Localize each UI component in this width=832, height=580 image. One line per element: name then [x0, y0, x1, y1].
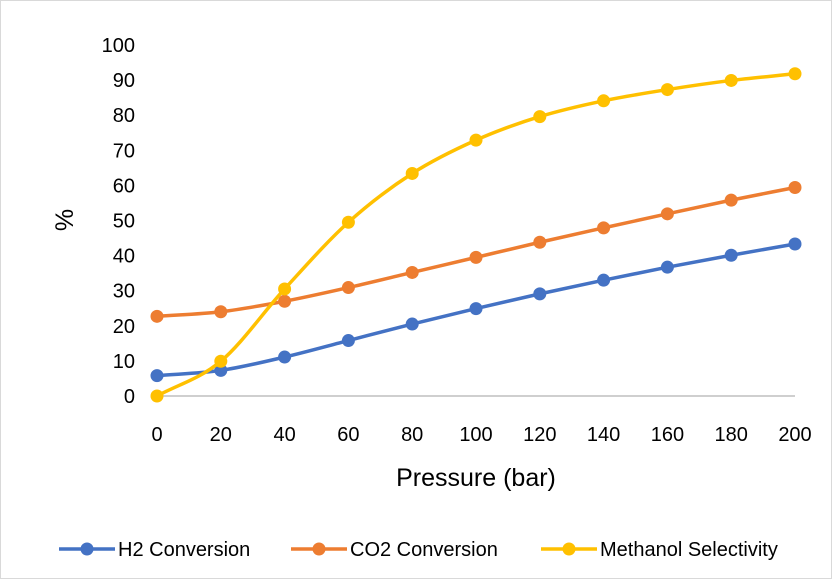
data-point-h2-conversion [341, 334, 355, 348]
legend-marker-methanol-selectivity [562, 542, 576, 556]
y-tick-label: 80 [113, 105, 135, 127]
data-point-h2-conversion [469, 302, 483, 316]
data-point-co2-conversion [724, 193, 738, 207]
x-tick-label: 200 [778, 424, 811, 446]
y-tick-label: 70 [113, 140, 135, 162]
data-point-co2-conversion [150, 309, 164, 323]
data-point-co2-conversion [788, 181, 802, 195]
series-co2-conversion [150, 181, 802, 323]
y-axis-title: % [51, 209, 79, 231]
data-point-h2-conversion [724, 248, 738, 262]
y-tick-label: 60 [113, 175, 135, 197]
data-point-h2-conversion [150, 369, 164, 383]
data-point-h2-conversion [660, 260, 674, 274]
y-tick-label: 50 [113, 211, 135, 233]
x-axis-title: Pressure (bar) [396, 464, 556, 492]
data-point-methanol-selectivity [660, 83, 674, 97]
data-point-co2-conversion [660, 207, 674, 221]
data-point-methanol-selectivity [405, 166, 419, 180]
x-tick-label: 100 [459, 424, 492, 446]
data-point-h2-conversion [214, 363, 228, 377]
x-tick-label: 20 [210, 424, 232, 446]
y-tick-label: 90 [113, 70, 135, 92]
legend-item-h2-conversion: H2 Conversion [59, 539, 250, 561]
series-layer [150, 67, 802, 403]
data-point-methanol-selectivity [533, 110, 547, 124]
data-point-co2-conversion [533, 235, 547, 249]
x-tick-label: 140 [587, 424, 620, 446]
data-point-h2-conversion [597, 273, 611, 287]
data-point-methanol-selectivity [214, 354, 228, 368]
data-point-h2-conversion [533, 287, 547, 301]
data-point-methanol-selectivity [788, 67, 802, 81]
x-tick-labels: 0 20 40 60 80 100 120 140 160 180 200 [151, 424, 811, 446]
legend: H2 Conversion CO2 Conversion Methanol Sele… [59, 539, 778, 561]
data-point-methanol-selectivity [278, 282, 292, 296]
data-point-methanol-selectivity [150, 389, 164, 403]
legend-marker-co2-conversion [312, 542, 326, 556]
y-tick-label: 40 [113, 246, 135, 268]
x-tick-label: 60 [337, 424, 359, 446]
series-methanol-selectivity [150, 67, 802, 403]
x-tick-label: 160 [651, 424, 684, 446]
data-point-methanol-selectivity [469, 133, 483, 147]
data-point-h2-conversion [405, 317, 419, 331]
y-tick-label: 20 [113, 316, 135, 338]
x-tick-label: 180 [715, 424, 748, 446]
data-point-co2-conversion [597, 221, 611, 235]
legend-marker-h2-conversion [80, 542, 94, 556]
x-tick-label: 120 [523, 424, 556, 446]
legend-label-methanol-selectivity: Methanol Selectivity [600, 539, 778, 561]
x-tick-label: 0 [151, 424, 162, 446]
data-point-co2-conversion [341, 281, 355, 295]
legend-item-methanol-selectivity: Methanol Selectivity [541, 539, 778, 561]
series-h2-conversion [150, 237, 802, 383]
x-tick-label: 80 [401, 424, 423, 446]
legend-label-h2-conversion: H2 Conversion [118, 539, 250, 561]
y-tick-label: 0 [124, 386, 135, 408]
data-point-methanol-selectivity [597, 94, 611, 108]
data-point-methanol-selectivity [341, 215, 355, 229]
y-tick-label: 30 [113, 281, 135, 303]
legend-label-co2-conversion: CO2 Conversion [350, 539, 498, 561]
data-point-co2-conversion [214, 305, 228, 319]
data-point-methanol-selectivity [724, 73, 738, 87]
data-point-h2-conversion [278, 350, 292, 364]
data-point-co2-conversion [405, 265, 419, 279]
data-point-co2-conversion [469, 250, 483, 264]
x-tick-label: 40 [273, 424, 295, 446]
series-line-methanol-selectivity [155, 72, 797, 398]
y-tick-labels: 0 10 20 30 40 50 60 70 80 90 100 [102, 35, 135, 408]
data-point-co2-conversion [278, 294, 292, 308]
y-tick-label: 100 [102, 35, 135, 57]
data-point-h2-conversion [788, 237, 802, 251]
legend-item-co2-conversion: CO2 Conversion [291, 539, 498, 561]
y-tick-label: 10 [113, 351, 135, 373]
